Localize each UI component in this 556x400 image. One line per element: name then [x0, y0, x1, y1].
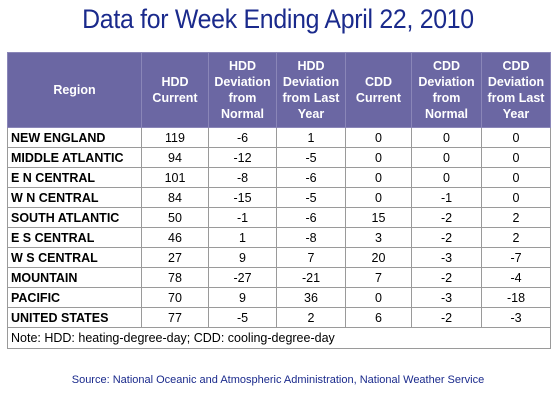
value-cell: 94 [141, 147, 209, 168]
table-body: NEW ENGLAND 119 -6 1 0 0 0 MIDDLE ATLANTIC 94 -12… [7, 127, 551, 349]
value-cell: -15 [208, 187, 277, 208]
region-cell: MOUNTAIN [7, 267, 142, 288]
value-cell: -8 [276, 227, 346, 248]
region-cell: W N CENTRAL [7, 187, 142, 208]
table-header-row: Region HDD Current HDD Deviation from Normal HD… [7, 52, 551, 128]
value-cell: 0 [345, 167, 412, 188]
table-row: UNITED STATES 77 -5 2 6 -2 -3 [7, 307, 551, 328]
column-header: CDD Current [345, 52, 412, 128]
value-cell: 0 [345, 127, 412, 148]
region-cell: E N CENTRAL [7, 167, 142, 188]
value-cell: 50 [141, 207, 209, 228]
value-cell: -1 [208, 207, 277, 228]
region-cell: UNITED STATES [7, 307, 142, 328]
value-cell: 2 [481, 227, 551, 248]
value-cell: -8 [208, 167, 277, 188]
value-cell: 0 [345, 287, 412, 308]
value-cell: 0 [345, 147, 412, 168]
region-cell: NEW ENGLAND [7, 127, 142, 148]
note-row: Note: HDD: heating-degree-day; CDD: cool… [7, 327, 551, 349]
region-cell: E S CENTRAL [7, 227, 142, 248]
value-cell: 0 [411, 167, 482, 188]
table-row: W S CENTRAL 27 9 7 20 -3 -7 [7, 247, 551, 268]
value-cell: -2 [411, 227, 482, 248]
value-cell: -2 [411, 307, 482, 328]
value-cell: 6 [345, 307, 412, 328]
region-cell: SOUTH ATLANTIC [7, 207, 142, 228]
value-cell: 7 [345, 267, 412, 288]
table-row: NEW ENGLAND 119 -6 1 0 0 0 [7, 127, 551, 148]
value-cell: 0 [481, 127, 551, 148]
value-cell: 0 [481, 187, 551, 208]
value-cell: 2 [481, 207, 551, 228]
value-cell: 84 [141, 187, 209, 208]
value-cell: 3 [345, 227, 412, 248]
value-cell: 9 [208, 247, 277, 268]
value-cell: 2 [276, 307, 346, 328]
value-cell: -3 [411, 287, 482, 308]
column-header: CDD Deviation from Normal [411, 52, 482, 128]
value-cell: 1 [276, 127, 346, 148]
value-cell: 27 [141, 247, 209, 268]
value-cell: -5 [208, 307, 277, 328]
value-cell: 46 [141, 227, 209, 248]
table-row: E S CENTRAL 46 1 -8 3 -2 2 [7, 227, 551, 248]
column-header: Region [7, 52, 142, 128]
value-cell: 0 [481, 167, 551, 188]
value-cell: -27 [208, 267, 277, 288]
table-row: E N CENTRAL 101 -8 -6 0 0 0 [7, 167, 551, 188]
value-cell: -4 [481, 267, 551, 288]
value-cell: 0 [411, 147, 482, 168]
value-cell: -5 [276, 147, 346, 168]
table-row: MIDDLE ATLANTIC 94 -12 -5 0 0 0 [7, 147, 551, 168]
value-cell: -7 [481, 247, 551, 268]
value-cell: -6 [276, 167, 346, 188]
value-cell: -18 [481, 287, 551, 308]
region-cell: MIDDLE ATLANTIC [7, 147, 142, 168]
region-cell: PACIFIC [7, 287, 142, 308]
value-cell: -2 [411, 267, 482, 288]
column-header: CDD Deviation from Last Year [481, 52, 551, 128]
value-cell: 36 [276, 287, 346, 308]
weather-data-table: Region HDD Current HDD Deviation from Normal HD… [7, 52, 551, 349]
value-cell: 0 [481, 147, 551, 168]
value-cell: 101 [141, 167, 209, 188]
page-title: Data for Week Ending April 22, 2010 [82, 4, 474, 34]
value-cell: -6 [208, 127, 277, 148]
value-cell: 70 [141, 287, 209, 308]
table-row: PACIFIC 70 9 36 0 -3 -18 [7, 287, 551, 308]
value-cell: 7 [276, 247, 346, 268]
source-note: Source: National Oceanic and Atmospheric… [71, 374, 485, 386]
value-cell: 78 [141, 267, 209, 288]
table-row: MOUNTAIN 78 -27 -21 7 -2 -4 [7, 267, 551, 288]
value-cell: 77 [141, 307, 209, 328]
value-cell: -12 [208, 147, 277, 168]
column-header: HDD Deviation from Normal [208, 52, 277, 128]
value-cell: -3 [481, 307, 551, 328]
value-cell: 119 [141, 127, 209, 148]
value-cell: -21 [276, 267, 346, 288]
region-cell: W S CENTRAL [7, 247, 142, 268]
value-cell: 0 [345, 187, 412, 208]
column-header: HDD Current [141, 52, 209, 128]
table-row: W N CENTRAL 84 -15 -5 0 -1 0 [7, 187, 551, 208]
table-row: SOUTH ATLANTIC 50 -1 -6 15 -2 2 [7, 207, 551, 228]
value-cell: -1 [411, 187, 482, 208]
value-cell: 15 [345, 207, 412, 228]
value-cell: -5 [276, 187, 346, 208]
value-cell: 0 [411, 127, 482, 148]
value-cell: 9 [208, 287, 277, 308]
value-cell: 1 [208, 227, 277, 248]
value-cell: -2 [411, 207, 482, 228]
value-cell: -3 [411, 247, 482, 268]
value-cell: -6 [276, 207, 346, 228]
value-cell: 20 [345, 247, 412, 268]
table-note: Note: HDD: heating-degree-day; CDD: cool… [7, 327, 551, 349]
column-header: HDD Deviation from Last Year [276, 52, 346, 128]
